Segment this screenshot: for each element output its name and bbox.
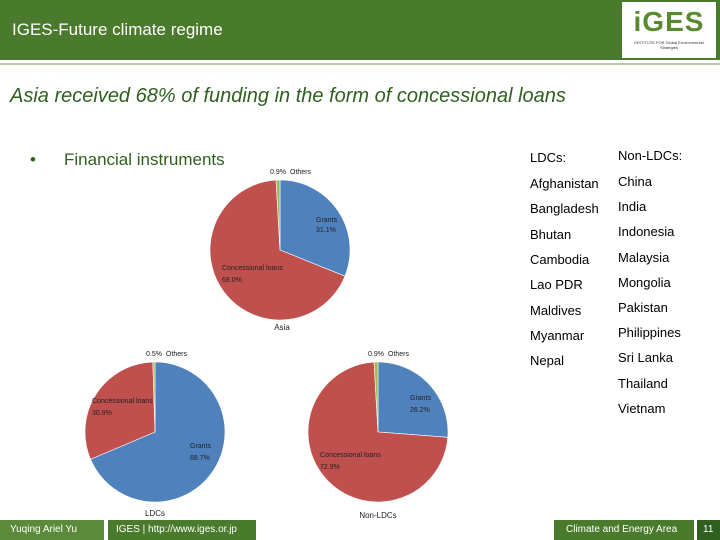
slice-value-label: 72.9%: [320, 464, 340, 471]
slice-category-label: Grants: [410, 395, 432, 402]
slice-category-label: Grants: [190, 443, 212, 450]
non-ldc-country-item: Pakistan: [618, 300, 668, 315]
slice-value-label: 68.0%: [222, 277, 242, 284]
footer-org: IGES | http://www.iges.or.jp: [116, 524, 237, 535]
non-ldc-header: Non-LDCs:: [618, 148, 683, 163]
slice-value-label: 0.9%: [368, 351, 384, 358]
slice-category-label: Others: [290, 169, 312, 176]
header-divider: [0, 63, 720, 65]
slice-value-label: 0.9%: [270, 169, 286, 176]
slice-category-label: Concessional loans: [92, 398, 153, 405]
pie-title: Non-LDCs: [359, 511, 396, 520]
non-ldc-country-item: India: [618, 199, 647, 215]
slice-category-label: Concessional loans: [320, 452, 381, 459]
pie-slice-grants: [377, 361, 449, 438]
ldc-country-item: Myanmar: [530, 327, 585, 343]
pie-slice-grants: [279, 179, 351, 277]
ldc-header: LDCs:: [530, 150, 567, 165]
non-ldc-country-item: Malaysia: [618, 249, 670, 265]
slice-value-label: 26.2%: [410, 407, 430, 414]
slice-category-label: Others: [166, 351, 188, 358]
logo-word: iGES: [633, 6, 705, 37]
iges-logo: iGES INSTITUTE FOR Global Environmental …: [622, 2, 716, 58]
header-title: IGES-Future climate regime: [12, 20, 223, 39]
pie-slice-grants: [90, 361, 226, 503]
non-ldc-country-item: Thailand: [618, 375, 668, 391]
ldc-country-item: Maldives: [530, 302, 582, 318]
pie-slice-concessional-loans: [209, 179, 346, 321]
non-ldc-country-item: Indonesia: [618, 224, 675, 240]
ldc-country-item: Cambodia: [530, 251, 590, 267]
slice-value-label: 31.1%: [316, 227, 336, 234]
non-ldc-country-item: Vietnam: [618, 400, 666, 416]
footer-author-box: [0, 520, 104, 540]
ldc-country-item: Lao PDR: [530, 277, 583, 293]
ldc-country-item: Bangladesh: [530, 201, 599, 217]
bullet-mark: •: [30, 150, 36, 169]
slice-category-label: Others: [388, 351, 410, 358]
non-ldc-country-item: Sri Lanka: [618, 350, 673, 366]
slice-category-label: Grants: [316, 217, 338, 224]
pie-slice-concessional-loans: [84, 361, 156, 460]
footer-topic: Climate and Energy Area: [566, 524, 678, 535]
footer-org-box: [108, 520, 256, 540]
page-number: 11: [703, 524, 714, 535]
ldc-country-item: Afghanistan: [530, 176, 599, 191]
slice-value-label: 30.9%: [92, 410, 112, 417]
slide-header: IGES-Future climate regime iGES INSTITUT…: [0, 0, 720, 60]
pie-title: LDCs: [145, 509, 165, 518]
slice-value-label: 0.5%: [146, 351, 162, 358]
pie-slice-others: [152, 361, 156, 433]
footer-topic-box: [554, 520, 694, 540]
non-ldc-country-item: Philippines: [618, 325, 681, 341]
slice-value-label: 68.7%: [190, 455, 210, 462]
ldc-country-item: Nepal: [530, 353, 564, 369]
slide-heading: Asia received 68% of funding in the form…: [10, 85, 566, 107]
pie-slice-others: [275, 179, 281, 251]
ldc-country-item: Bhutan: [530, 226, 572, 242]
pie-title: Asia: [274, 323, 290, 332]
bullet-text: Financial instruments: [64, 150, 225, 169]
slice-category-label: Concessional loans: [222, 265, 283, 272]
non-ldc-country-item: Mongolia: [618, 274, 671, 290]
pie-slice-others: [373, 361, 379, 433]
footer-page-box: [697, 520, 720, 540]
pie-slice-concessional-loans: [307, 361, 449, 503]
non-ldc-country-item: China: [618, 174, 652, 189]
footer-author: Yuqing Ariel Yu: [10, 524, 78, 535]
logo-subtitle: INSTITUTE FOR Global Environmental Strat…: [634, 40, 704, 50]
